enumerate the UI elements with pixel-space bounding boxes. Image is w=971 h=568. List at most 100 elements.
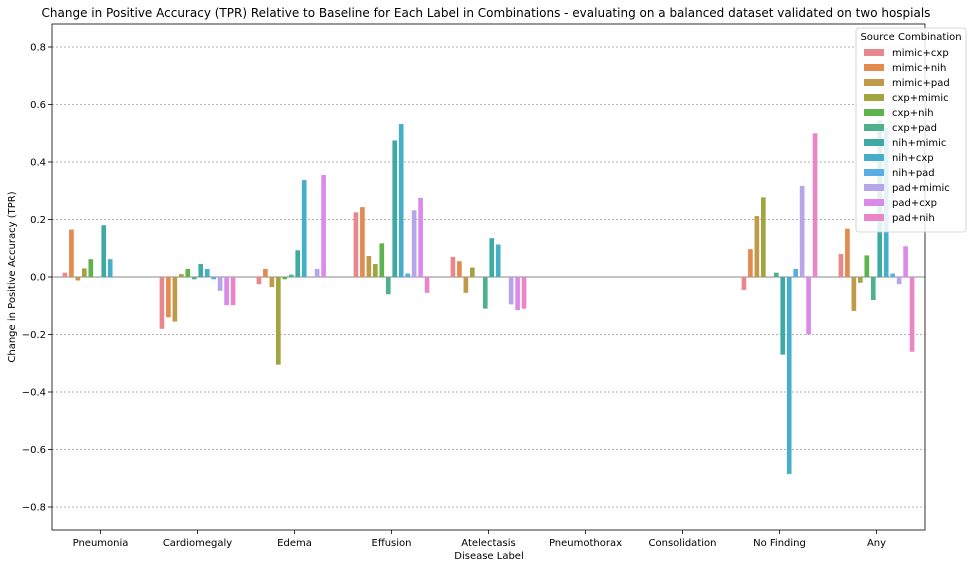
bar-mimic-nih-edema xyxy=(263,268,268,277)
bar-mimic-nih-no-finding xyxy=(748,249,753,277)
legend-label: nih+mimic xyxy=(892,138,946,149)
bar-nih-cxp-cardiomegaly xyxy=(204,268,210,277)
legend-label: mimic+cxp xyxy=(892,48,949,59)
x-tick-label: Cardiomegaly xyxy=(163,538,232,549)
bar-pad-mimic-any xyxy=(896,277,902,285)
bar-mimic-pad-effusion xyxy=(366,256,372,277)
bar-cxp-nih-cardiomegaly xyxy=(185,268,191,277)
bar-mimic-pad-edema xyxy=(269,277,275,288)
bar-mimic-pad-any xyxy=(851,277,857,311)
legend-swatch xyxy=(864,184,884,191)
bar-cxp-pad-edema xyxy=(288,274,294,277)
bar-pad-cxp-atelectasis xyxy=(515,277,520,311)
bar-nih-mimic-no-finding xyxy=(780,277,786,355)
bar-pad-nih-atelectasis xyxy=(521,277,527,309)
x-tick-label: Effusion xyxy=(372,538,412,549)
bar-cxp-nih-any xyxy=(864,255,870,277)
bar-cxp-mimic-pneumonia xyxy=(82,268,87,277)
y-tick-label: 0.0 xyxy=(30,273,46,284)
y-tick-label: −0.6 xyxy=(22,445,46,456)
bar-pad-nih-no-finding xyxy=(812,133,818,277)
legend-label: pad+nih xyxy=(892,213,935,224)
bar-cxp-pad-effusion xyxy=(385,277,391,295)
bar-cxp-pad-cardiomegaly xyxy=(191,277,197,280)
bar-cxp-mimic-edema xyxy=(276,277,281,365)
bar-cxp-pad-no-finding xyxy=(773,272,779,277)
legend-label: nih+cxp xyxy=(892,153,934,164)
bar-nih-pad-cardiomegaly xyxy=(211,277,216,280)
bar-mimic-nih-atelectasis xyxy=(457,261,462,277)
bar-nih-mimic-effusion xyxy=(392,140,398,277)
legend-swatch xyxy=(864,169,884,176)
bar-mimic-cxp-effusion xyxy=(353,212,359,277)
x-axis-ticks: Pneumonia Cardiomegaly Edema Effusion Atelec… xyxy=(73,530,886,549)
bar-pad-mimic-no-finding xyxy=(799,185,805,277)
bar-cxp-mimic-no-finding xyxy=(761,197,766,277)
bar-nih-pad-effusion xyxy=(405,273,410,277)
grid-lines xyxy=(52,46,925,508)
bar-cxp-pad-atelectasis xyxy=(482,277,488,309)
bar-nih-mimic-cardiomegaly xyxy=(198,264,204,277)
legend-swatch xyxy=(864,154,884,161)
bar-pad-mimic-effusion xyxy=(411,210,417,277)
legend-swatch xyxy=(864,199,884,206)
x-tick-label: Consolidation xyxy=(649,538,717,549)
y-tick-label: 0.2 xyxy=(30,215,46,226)
bar-mimic-cxp-pneumonia xyxy=(62,272,68,277)
chart-title: Change in Positive Accuracy (TPR) Relati… xyxy=(42,6,931,20)
legend-label: mimic+pad xyxy=(892,78,950,89)
legend-label: nih+pad xyxy=(892,168,935,179)
legend-label: cxp+mimic xyxy=(892,93,949,104)
bar-mimic-pad-atelectasis xyxy=(463,277,469,293)
bar-pad-cxp-edema xyxy=(321,174,326,277)
bar-mimic-cxp-no-finding xyxy=(741,277,747,290)
legend-swatch xyxy=(864,139,884,146)
x-tick-label: Edema xyxy=(277,538,312,549)
bar-cxp-pad-any xyxy=(870,277,876,300)
y-tick-label: −0.2 xyxy=(22,330,46,341)
bar-cxp-nih-effusion xyxy=(379,243,385,277)
legend-swatch xyxy=(864,124,884,131)
legend-label: pad+mimic xyxy=(892,183,950,194)
x-tick-label: Pneumothorax xyxy=(549,538,622,549)
bar-mimic-cxp-atelectasis xyxy=(450,256,456,277)
legend-title: Source Combination xyxy=(860,32,961,43)
legend-swatch xyxy=(864,79,884,86)
legend-swatch xyxy=(864,109,884,116)
legend-label: cxp+nih xyxy=(892,108,934,119)
bar-nih-pad-no-finding xyxy=(793,268,798,277)
bar-pad-mimic-atelectasis xyxy=(508,277,514,305)
bar-cxp-mimic-any xyxy=(858,277,863,283)
y-axis-label: Change in Positive Accuracy (TPR) xyxy=(7,191,18,362)
bar-pad-mimic-edema xyxy=(314,268,320,277)
legend-label: mimic+nih xyxy=(892,63,946,74)
bar-mimic-cxp-any xyxy=(838,254,844,277)
y-tick-label: −0.4 xyxy=(22,388,46,399)
y-tick-label: 0.6 xyxy=(30,100,46,111)
bar-mimic-cxp-edema xyxy=(256,277,262,285)
bar-nih-mimic-atelectasis xyxy=(489,238,495,277)
bar-pad-nih-effusion xyxy=(424,277,430,293)
bar-cxp-nih-edema xyxy=(282,277,288,280)
bar-nih-cxp-pneumonia xyxy=(107,259,113,277)
bar-pad-cxp-no-finding xyxy=(806,277,811,335)
bar-nih-cxp-atelectasis xyxy=(495,244,501,277)
bars xyxy=(62,120,915,474)
bar-mimic-nih-pneumonia xyxy=(69,229,74,277)
legend-swatch xyxy=(864,94,884,101)
bar-cxp-mimic-cardiomegaly xyxy=(179,274,184,277)
bar-mimic-pad-pneumonia xyxy=(75,277,81,281)
x-tick-label: Any xyxy=(867,538,886,549)
y-tick-label: 0.4 xyxy=(30,158,46,169)
legend-label: pad+cxp xyxy=(892,198,937,209)
bar-cxp-mimic-atelectasis xyxy=(470,267,475,277)
bar-mimic-cxp-cardiomegaly xyxy=(159,277,165,329)
bar-pad-mimic-cardiomegaly xyxy=(217,277,223,291)
bar-mimic-nih-cardiomegaly xyxy=(166,277,171,318)
bar-nih-cxp-no-finding xyxy=(786,277,792,474)
legend-label: cxp+pad xyxy=(892,123,937,134)
bar-mimic-nih-any xyxy=(845,228,850,277)
bar-pad-nih-cardiomegaly xyxy=(230,277,236,306)
legend: Source Combination mimic+cxp mimic+nih mimi… xyxy=(855,27,967,233)
bar-pad-cxp-cardiomegaly xyxy=(224,277,229,306)
